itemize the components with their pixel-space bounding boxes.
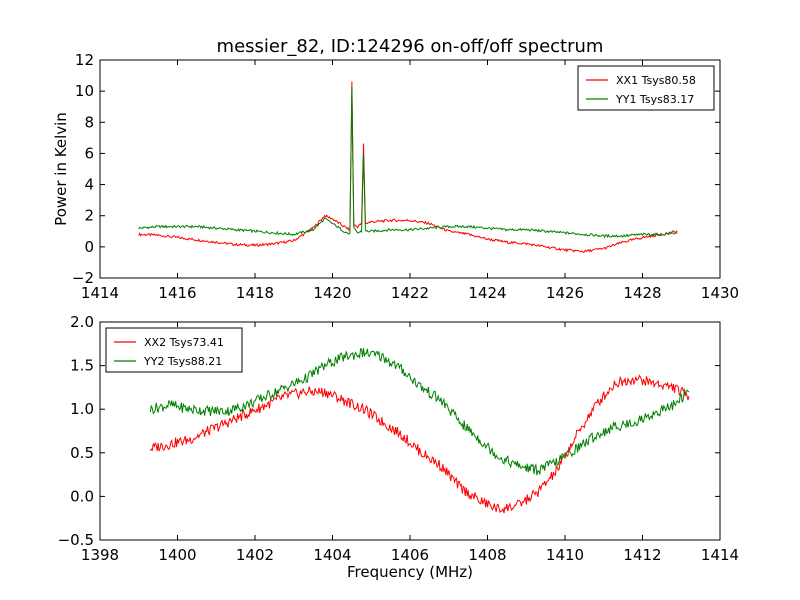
x-tick-label: 1422 [391, 284, 429, 302]
x-tick-label: 1400 [158, 546, 196, 564]
x-tick-label: 1430 [701, 284, 739, 302]
legend-entry: YY1 Tsys83.17 [615, 93, 694, 106]
series-line-xx2 [149, 374, 690, 514]
y-tick-label: 0.5 [70, 444, 94, 462]
x-tick-label: 1428 [623, 284, 661, 302]
series-line-yy1 [138, 87, 678, 239]
top-spectrum-panel: Power in Kelvin 1414 1416 1418 1420 1422 1424… [52, 51, 739, 302]
legend: XX1 Tsys80.58 YY1 Tsys83.17 [577, 65, 715, 111]
x-axis-label: Frequency (MHz) [347, 563, 473, 581]
y-tick-label: 1.0 [70, 400, 94, 418]
top-y-axis-label: Power in Kelvin [52, 112, 70, 226]
x-tick-label: 1406 [391, 546, 429, 564]
y-tick-label: 12 [75, 51, 94, 69]
bottom-spectrum-panel: Frequency (MHz) 1398 1400 1402 1404 1406 1408… [58, 313, 740, 581]
series-line-yy2 [149, 348, 690, 476]
x-tick-label: 1414 [701, 546, 739, 564]
x-tick-label: 1416 [158, 284, 196, 302]
series-line-xx1 [138, 81, 678, 253]
figure-title: messier_82, ID:124296 on-off/off spectru… [217, 36, 604, 57]
y-tick-label: −2 [72, 269, 94, 287]
x-tick-label: 1398 [81, 546, 119, 564]
legend-box [577, 65, 715, 111]
legend-entry: XX1 Tsys80.58 [616, 74, 696, 87]
legend: XX2 Tsys73.41 YY2 Tsys88.21 [105, 327, 243, 373]
legend-box [105, 327, 243, 373]
y-tick-label: 8 [84, 113, 94, 131]
legend-entry: YY2 Tsys88.21 [143, 355, 222, 368]
x-tick-label: 1404 [313, 546, 351, 564]
x-tick-label: 1426 [546, 284, 584, 302]
x-tick-label: 1408 [468, 546, 506, 564]
y-tick-label: 0.0 [70, 487, 94, 505]
y-tick-label: 2.0 [70, 313, 94, 331]
y-tick-label: 2 [84, 207, 94, 225]
x-tick-label: 1412 [623, 546, 661, 564]
x-tick-label: 1424 [468, 284, 506, 302]
y-tick-label: 10 [75, 82, 94, 100]
y-tick-label: 1.5 [70, 357, 94, 375]
x-tick-label: 1410 [546, 546, 584, 564]
x-tick-label: 1420 [313, 284, 351, 302]
y-tick-label: 4 [84, 176, 94, 194]
legend-entry: XX2 Tsys73.41 [144, 336, 224, 349]
x-tick-label: 1402 [236, 546, 274, 564]
x-tick-label: 1414 [81, 284, 119, 302]
y-tick-label: 6 [84, 144, 94, 162]
y-tick-label: 0 [84, 238, 94, 256]
x-tick-label: 1418 [236, 284, 274, 302]
y-tick-label: −0.5 [58, 531, 94, 549]
